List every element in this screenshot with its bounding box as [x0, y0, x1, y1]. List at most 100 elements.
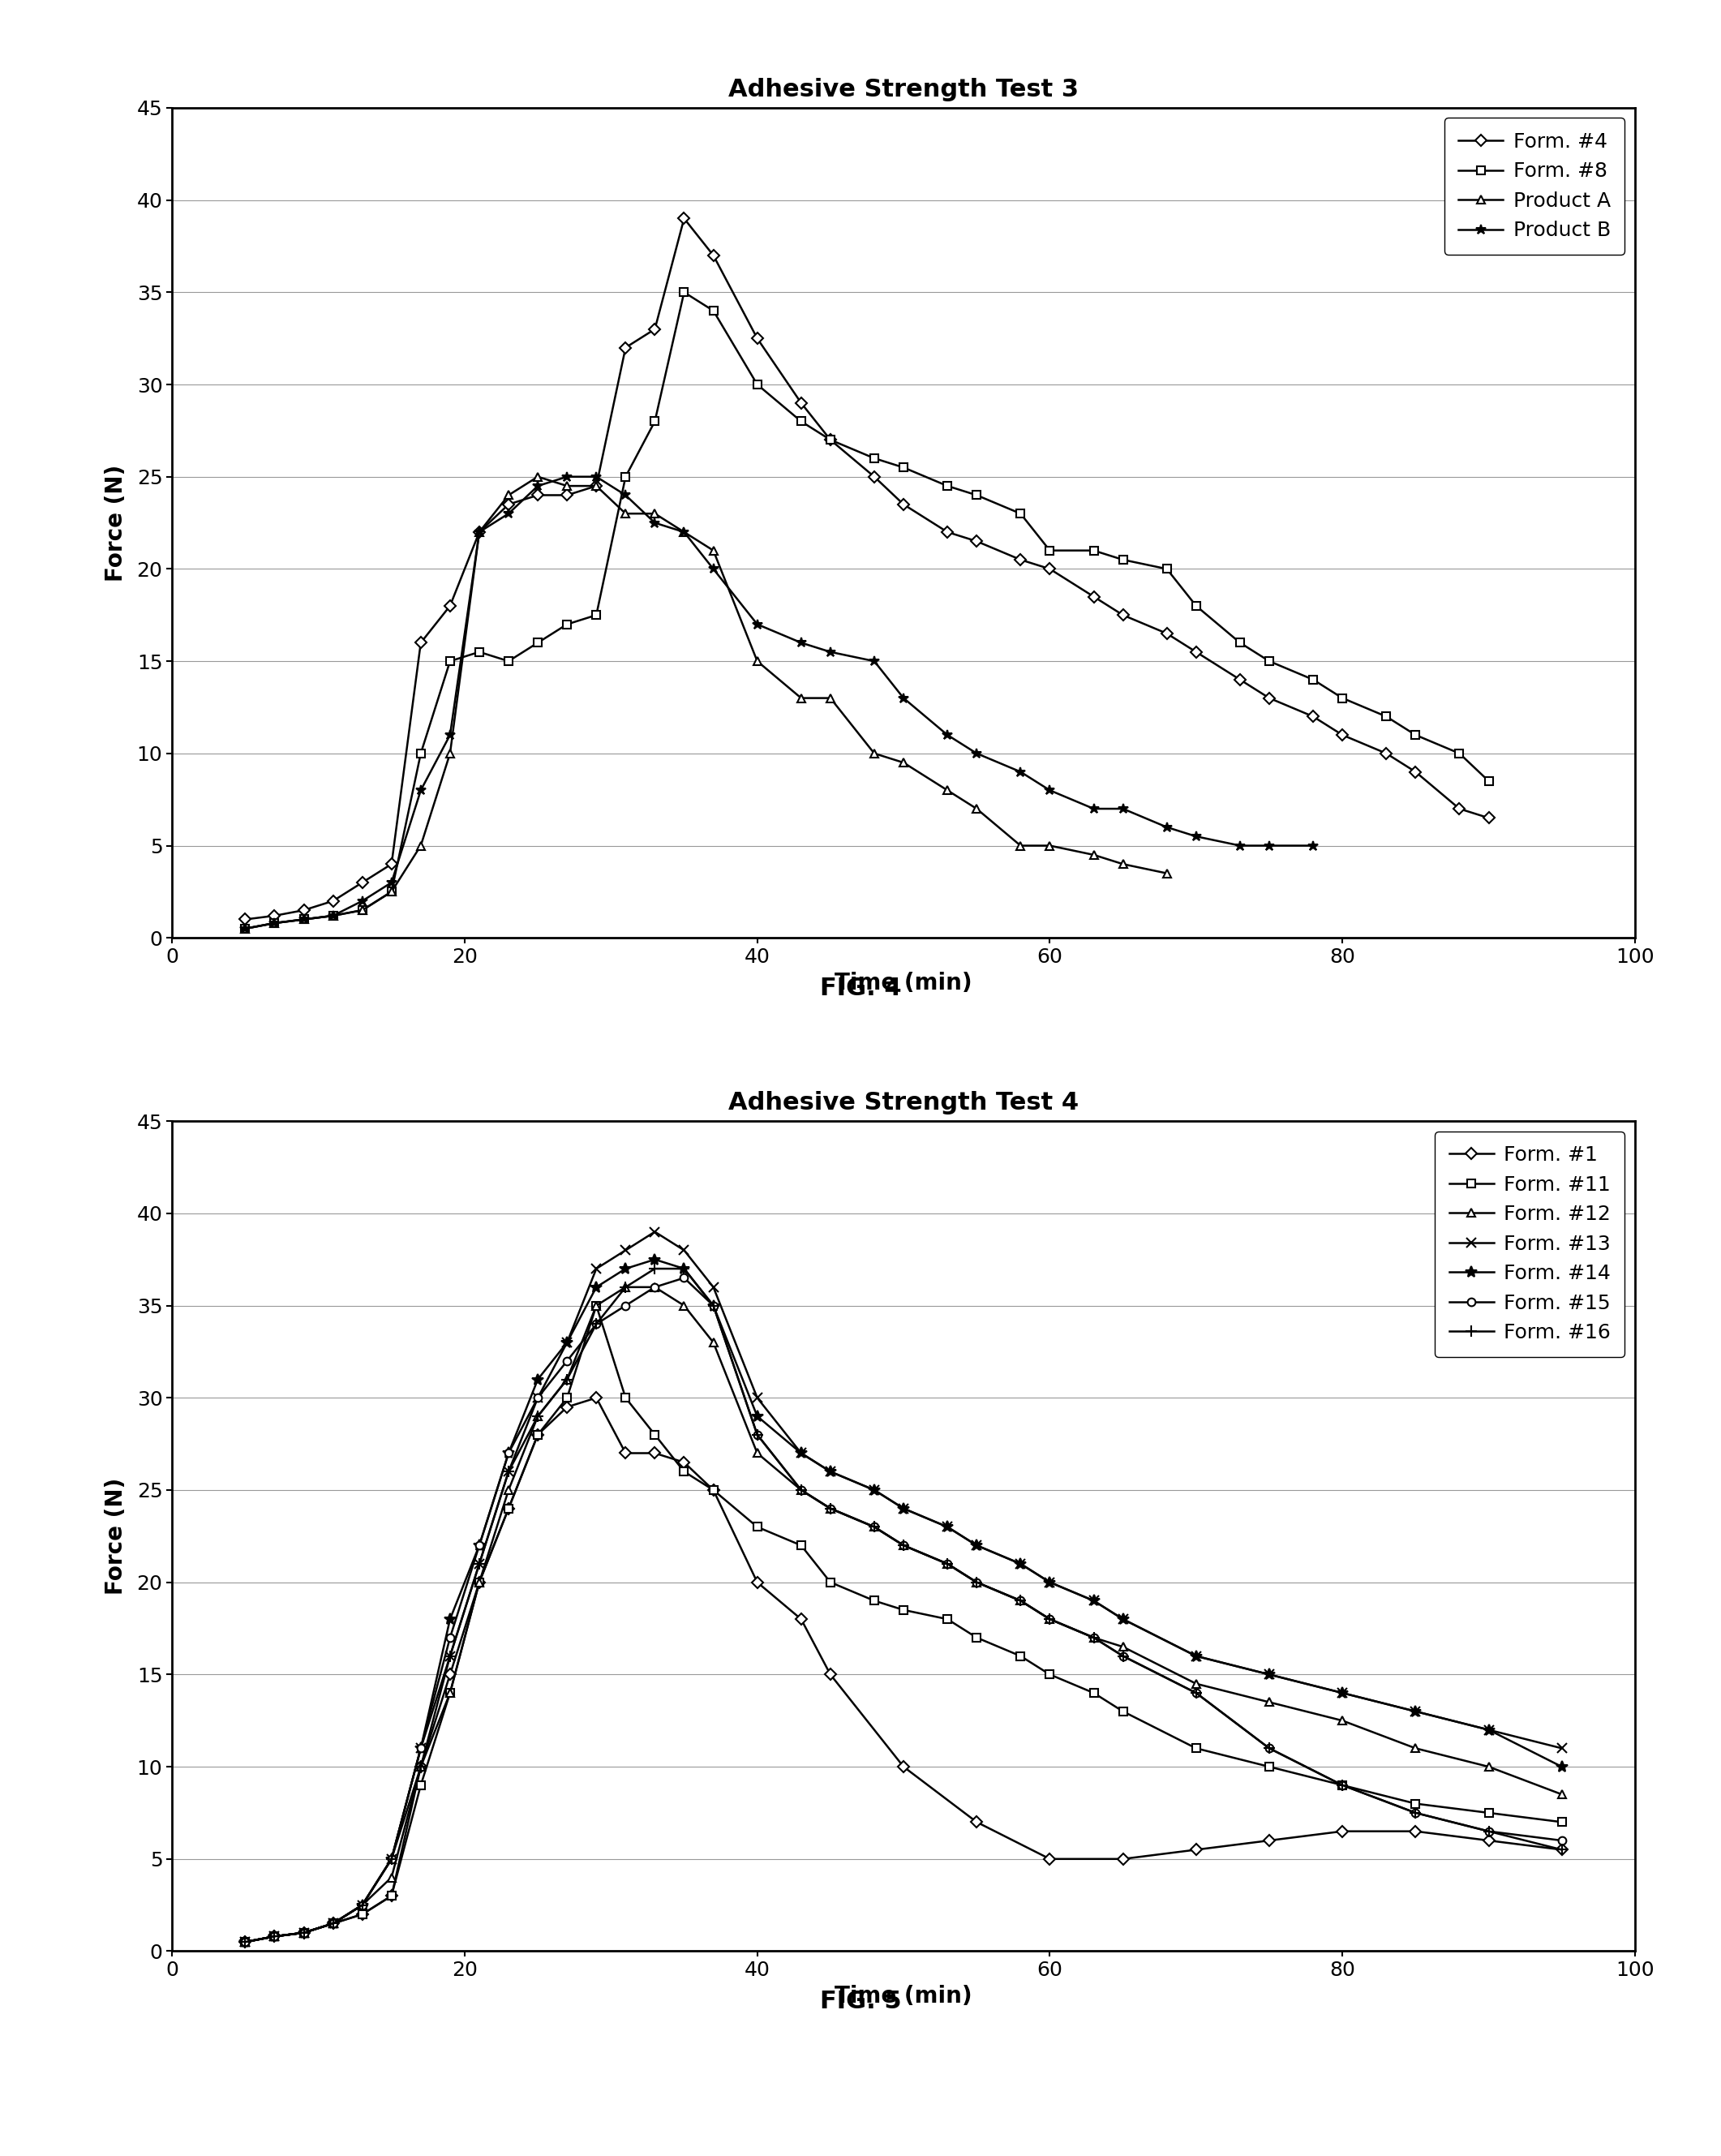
Product B	[322, 903, 342, 929]
Form. #12	[792, 1477, 812, 1503]
Form. #11	[556, 1384, 577, 1410]
Form. #15	[527, 1384, 547, 1410]
Form. #12	[468, 1570, 489, 1595]
Form. #16	[234, 1930, 255, 1955]
Form. #13	[616, 1238, 637, 1263]
Form. #15	[353, 1893, 373, 1919]
Title: Adhesive Strength Test 4: Adhesive Strength Test 4	[728, 1091, 1079, 1115]
Form. #8	[893, 455, 914, 481]
Form. #14	[616, 1255, 637, 1281]
Form. #11	[527, 1421, 547, 1447]
Form. #13	[965, 1533, 986, 1559]
Product B	[965, 740, 986, 765]
Form. #8	[1377, 703, 1397, 729]
Form. #4	[702, 241, 723, 267]
Text: FIG. 4: FIG. 4	[819, 977, 902, 1000]
Form. #15	[468, 1533, 489, 1559]
Form. #14	[353, 1893, 373, 1919]
Product B	[585, 464, 608, 489]
Text: FIG. 5: FIG. 5	[819, 1990, 902, 2014]
Form. #14	[1552, 1753, 1573, 1779]
Form. #11	[792, 1533, 812, 1559]
Form. #16	[1332, 1772, 1353, 1798]
Form. #8	[410, 740, 430, 765]
Form. #4	[792, 390, 812, 416]
Line: Form. #16: Form. #16	[239, 1263, 1568, 1947]
Line: Form. #14: Form. #14	[239, 1255, 1568, 1947]
Form. #14	[410, 1736, 430, 1761]
Product B	[499, 500, 520, 526]
Form. #11	[1112, 1699, 1132, 1725]
Form. #4	[1332, 722, 1353, 748]
Form. #15	[441, 1626, 461, 1651]
Form. #14	[747, 1404, 768, 1429]
Form. #4	[747, 326, 768, 351]
Form. #1	[1039, 1846, 1060, 1871]
Product A	[675, 520, 695, 545]
Product A	[747, 649, 768, 675]
Form. #16	[527, 1404, 547, 1429]
Form. #8	[644, 407, 664, 433]
X-axis label: Time (min): Time (min)	[835, 972, 972, 994]
Form. #11	[585, 1294, 608, 1319]
Line: Form. #12: Form. #12	[241, 1283, 1566, 1947]
Form. #16	[556, 1367, 577, 1393]
Product B	[675, 520, 695, 545]
Form. #8	[675, 280, 695, 306]
Form. #1	[265, 1923, 286, 1949]
Product A	[1157, 860, 1177, 886]
Form. #1	[410, 1753, 430, 1779]
Form. #11	[1084, 1680, 1105, 1705]
Form. #13	[1404, 1699, 1425, 1725]
Form. #4	[1404, 759, 1425, 785]
Form. #1	[1552, 1837, 1573, 1863]
Product B	[616, 483, 637, 509]
Product B	[556, 464, 577, 489]
Form. #15	[702, 1294, 723, 1319]
Form. #16	[819, 1496, 840, 1522]
Form. #8	[585, 602, 608, 627]
Form. #12	[1404, 1736, 1425, 1761]
Form. #12	[410, 1753, 430, 1779]
Form. #16	[893, 1533, 914, 1559]
Form. #16	[1112, 1643, 1132, 1669]
Form. #1	[234, 1930, 255, 1955]
Form. #16	[1186, 1680, 1206, 1705]
Form. #12	[675, 1294, 695, 1319]
Form. #4	[1186, 638, 1206, 664]
Form. #1	[585, 1384, 608, 1410]
Form. #4	[441, 593, 461, 619]
Form. #1	[1332, 1818, 1353, 1843]
Form. #14	[556, 1330, 577, 1356]
Product B	[527, 472, 547, 498]
Form. #14	[1084, 1587, 1105, 1613]
Form. #14	[1010, 1550, 1031, 1576]
Product A	[556, 472, 577, 498]
Form. #8	[441, 649, 461, 675]
Product B	[1010, 759, 1031, 785]
Product B	[1157, 815, 1177, 841]
Form. #16	[1010, 1587, 1031, 1613]
Form. #15	[1332, 1772, 1353, 1798]
Form. #11	[499, 1496, 520, 1522]
Form. #11	[1186, 1736, 1206, 1761]
Product A	[380, 880, 401, 906]
Form. #16	[1404, 1800, 1425, 1826]
Form. #11	[702, 1477, 723, 1503]
Form. #8	[792, 407, 812, 433]
Form. #16	[380, 1846, 401, 1871]
Form. #4	[468, 520, 489, 545]
Form. #15	[616, 1294, 637, 1319]
Product B	[1039, 778, 1060, 804]
Form. #15	[499, 1440, 520, 1466]
Form. #4	[1039, 556, 1060, 582]
Form. #1	[527, 1421, 547, 1447]
Form. #12	[1332, 1708, 1353, 1733]
Form. #11	[380, 1882, 401, 1908]
Form. #1	[1186, 1837, 1206, 1863]
Form. #12	[293, 1919, 313, 1945]
Form. #11	[234, 1930, 255, 1955]
Line: Form. #1: Form. #1	[241, 1395, 1566, 1947]
Y-axis label: Force (N): Force (N)	[105, 1477, 127, 1595]
Form. #4	[1229, 666, 1249, 692]
